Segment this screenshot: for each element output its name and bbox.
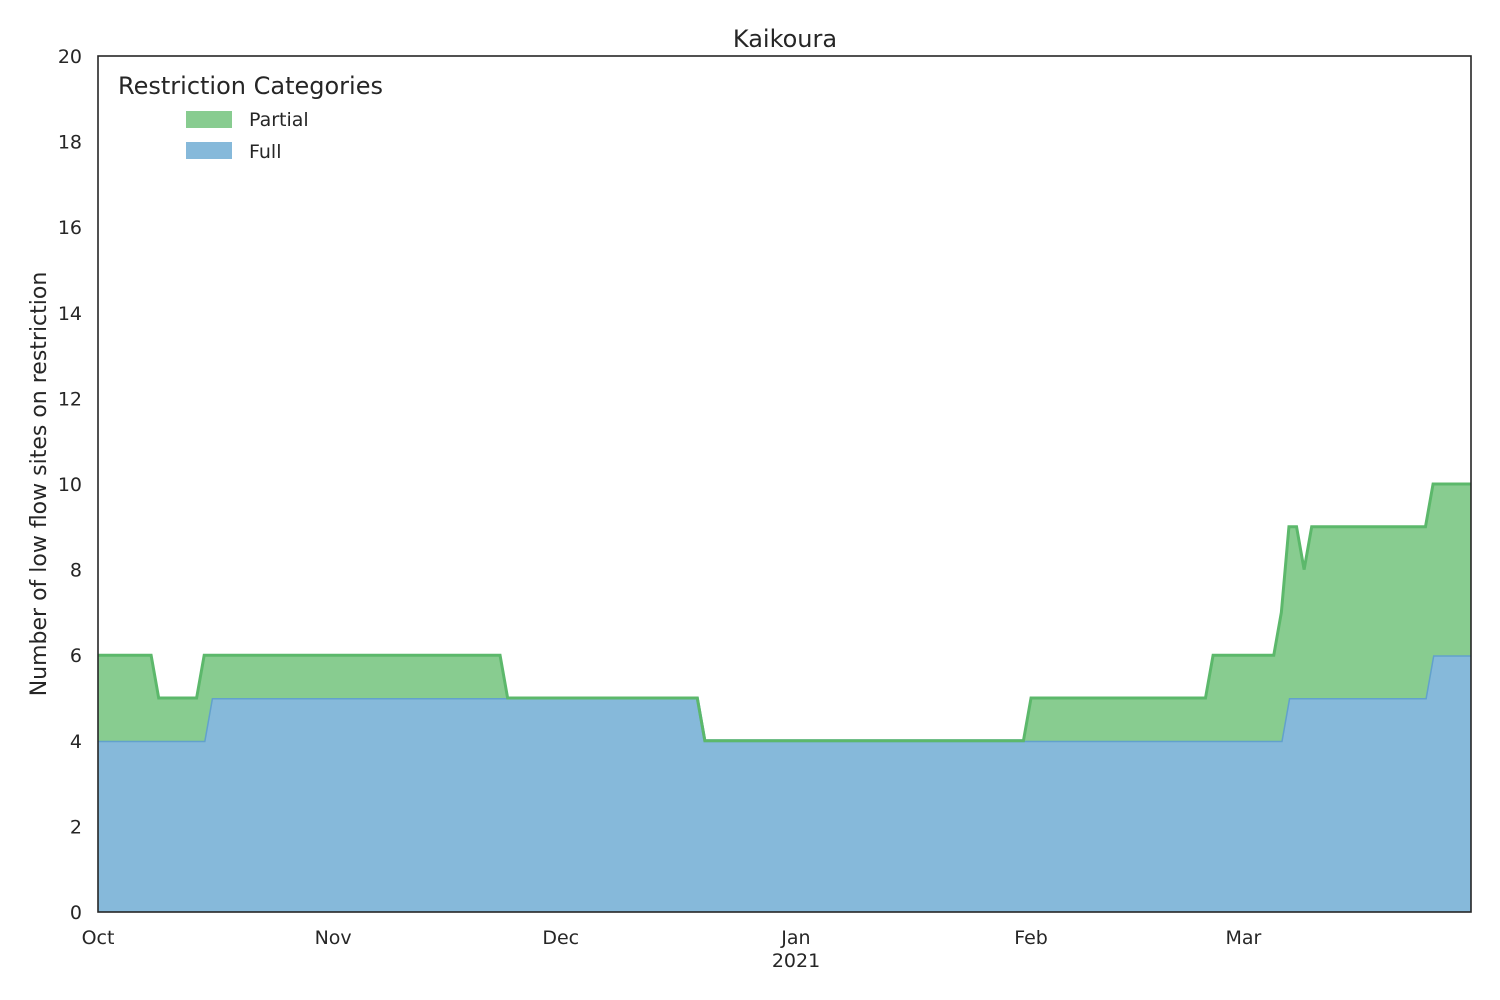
y-tick-label: 2 <box>70 816 82 838</box>
y-tick-label: 18 <box>58 132 82 154</box>
legend-label-partial: Partial <box>249 109 309 131</box>
legend-swatch-partial <box>186 111 232 128</box>
plot-areas <box>98 482 1471 912</box>
x-tick-label: Nov <box>315 927 352 949</box>
y-tick-label: 16 <box>58 217 82 239</box>
y-tick-label: 4 <box>70 731 82 753</box>
x-tick-label: Dec <box>542 927 579 949</box>
legend: Restriction Categories Partial Full <box>118 72 383 163</box>
x-tick-label: Mar <box>1226 927 1262 949</box>
chart-title: Kaikoura <box>733 25 837 53</box>
x-tick-label: Feb <box>1014 927 1048 949</box>
y-tick-label: 14 <box>58 303 82 325</box>
area-partial <box>98 484 1471 741</box>
y-axis-label: Number of low flow sites on restriction <box>27 272 52 697</box>
legend-swatch-full <box>186 142 232 159</box>
plot-frame <box>97 55 1472 913</box>
y-tick-label: 10 <box>58 474 82 496</box>
y-tick-label: 6 <box>70 645 82 667</box>
y-tick-label: 0 <box>70 902 82 924</box>
area-line-partial <box>98 482 1471 743</box>
y-tick-label: 20 <box>58 46 82 68</box>
y-tick-label: 12 <box>58 388 82 410</box>
x-tick-label: Jan <box>780 927 810 949</box>
x-axis-ticks: Oct Nov Dec Jan Feb Mar <box>82 927 1262 949</box>
legend-title: Restriction Categories <box>118 72 383 100</box>
y-tick-label: 8 <box>70 560 82 582</box>
y-axis-ticks: 0 2 4 6 8 10 12 14 16 18 20 <box>58 46 82 924</box>
area-full <box>98 655 1471 912</box>
legend-label-full: Full <box>249 141 282 163</box>
x-tick-label: Oct <box>82 927 115 949</box>
x-axis-year-label: 2021 <box>772 950 820 972</box>
